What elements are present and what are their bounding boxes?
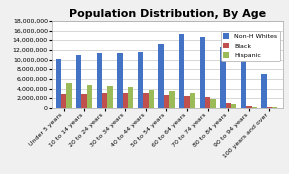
Bar: [251, 107, 257, 108]
Bar: [138, 52, 143, 108]
Bar: [205, 97, 210, 108]
Bar: [267, 107, 272, 108]
Bar: [87, 85, 92, 108]
Bar: [128, 87, 133, 108]
Bar: [226, 103, 231, 108]
Legend: Non-H Whites, Black, Hispanic: Non-H Whites, Black, Hispanic: [221, 31, 280, 61]
Bar: [184, 96, 190, 108]
Bar: [272, 107, 277, 108]
Bar: [241, 61, 246, 108]
Bar: [246, 106, 251, 108]
Bar: [61, 94, 66, 108]
Bar: [117, 53, 123, 108]
Bar: [149, 89, 154, 108]
Bar: [143, 93, 149, 108]
Title: Population Distribution, By Age: Population Distribution, By Age: [69, 9, 266, 19]
Bar: [261, 74, 267, 108]
Bar: [123, 93, 128, 108]
Bar: [97, 53, 102, 108]
Bar: [179, 34, 184, 108]
Bar: [210, 99, 216, 108]
Bar: [220, 47, 226, 108]
Bar: [231, 105, 236, 108]
Bar: [200, 37, 205, 108]
Bar: [55, 59, 61, 108]
Bar: [102, 93, 108, 108]
Bar: [81, 94, 87, 108]
Bar: [169, 91, 175, 108]
Bar: [190, 93, 195, 108]
Bar: [108, 86, 113, 108]
Bar: [76, 55, 81, 108]
Bar: [158, 44, 164, 108]
Bar: [164, 95, 169, 108]
Bar: [66, 83, 72, 108]
